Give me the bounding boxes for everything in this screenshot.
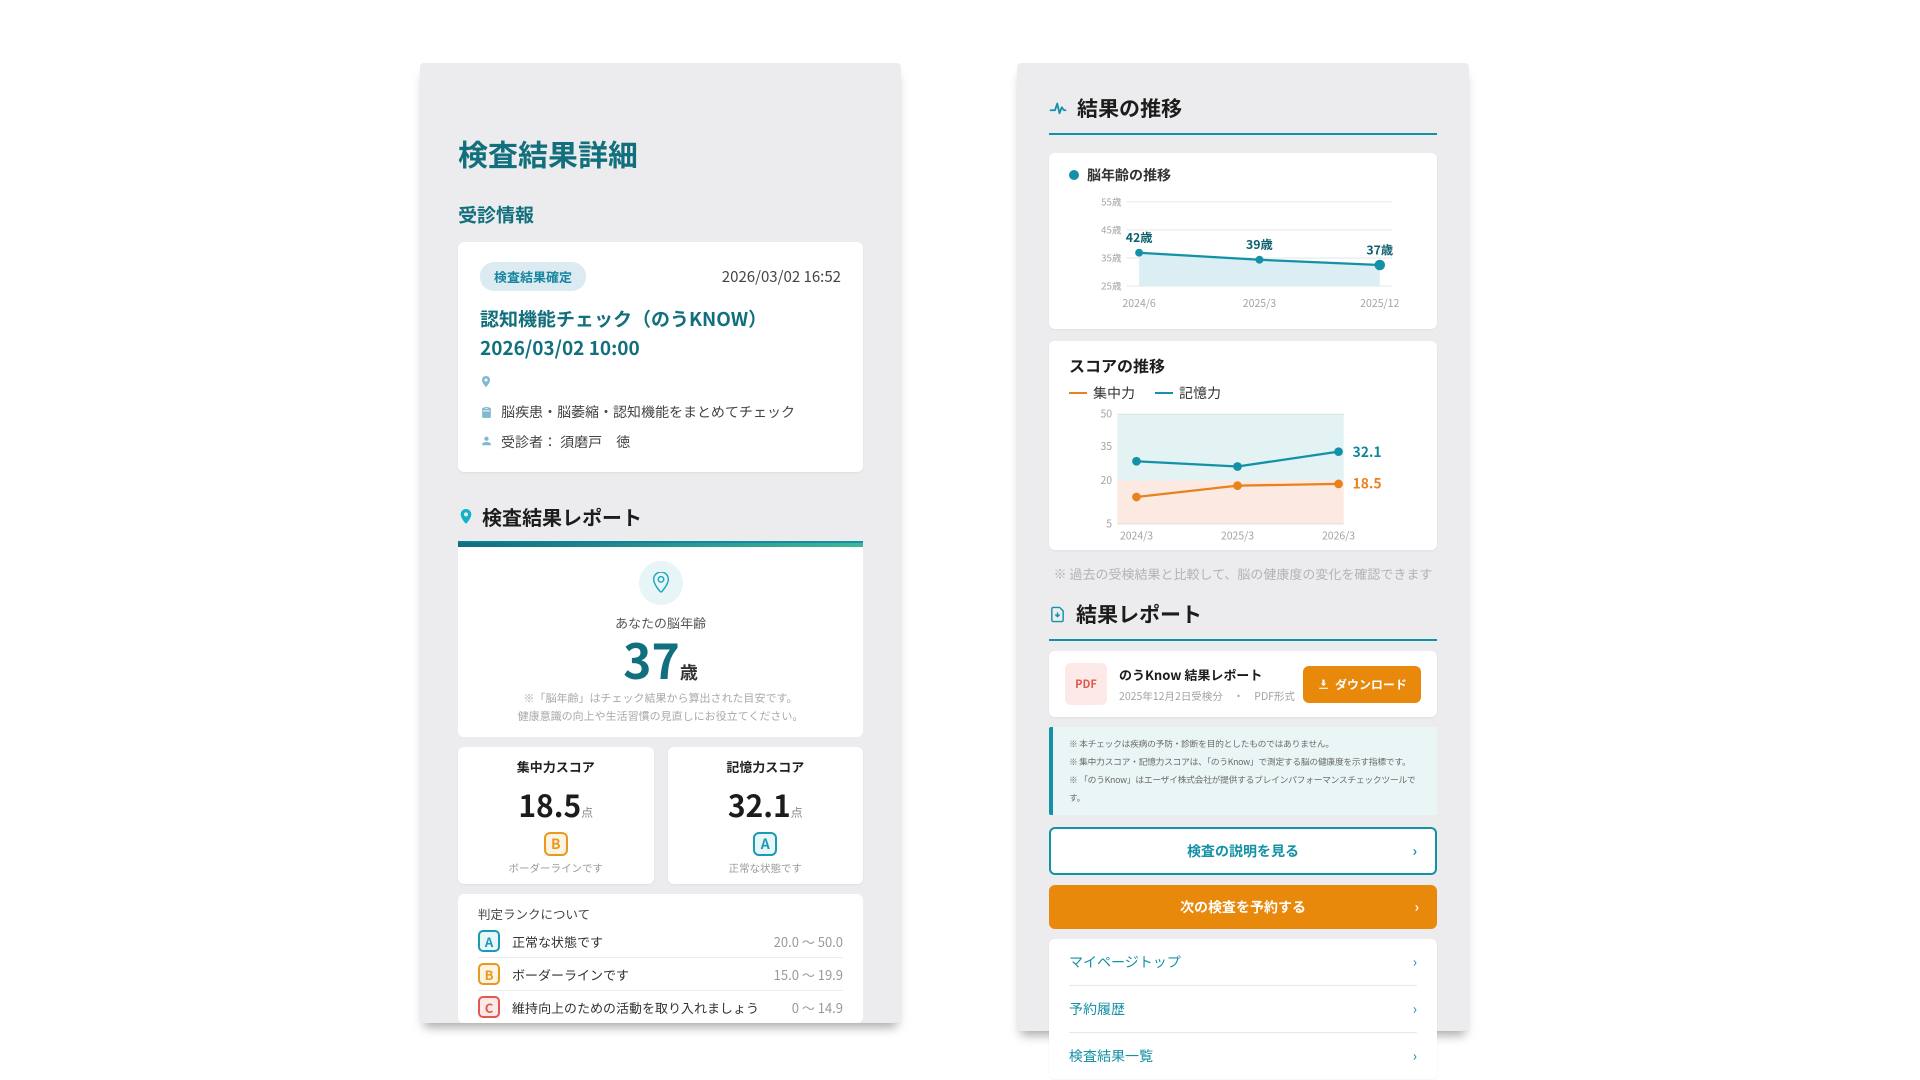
- svg-text:2025/12: 2025/12: [1360, 296, 1399, 311]
- svg-text:45歳: 45歳: [1101, 222, 1122, 236]
- svg-text:20: 20: [1101, 473, 1113, 488]
- svg-text:2026/3: 2026/3: [1322, 529, 1355, 544]
- svg-text:35歳: 35歳: [1101, 251, 1122, 265]
- svg-text:2024/3: 2024/3: [1120, 529, 1153, 544]
- svg-text:32.1: 32.1: [1352, 442, 1381, 462]
- svg-text:50: 50: [1101, 409, 1113, 422]
- svg-text:18.5: 18.5: [1352, 473, 1381, 493]
- svg-text:2025/3: 2025/3: [1243, 296, 1277, 311]
- svg-text:37歳: 37歳: [1366, 240, 1393, 258]
- svg-text:25歳: 25歳: [1101, 279, 1122, 293]
- svg-text:42歳: 42歳: [1126, 228, 1153, 246]
- svg-text:2025/3: 2025/3: [1221, 529, 1254, 544]
- svg-text:5: 5: [1106, 516, 1112, 531]
- svg-text:39歳: 39歳: [1246, 235, 1273, 253]
- svg-text:55歳: 55歳: [1101, 194, 1122, 208]
- svg-text:2024/6: 2024/6: [1122, 296, 1156, 311]
- svg-text:35: 35: [1101, 439, 1113, 454]
